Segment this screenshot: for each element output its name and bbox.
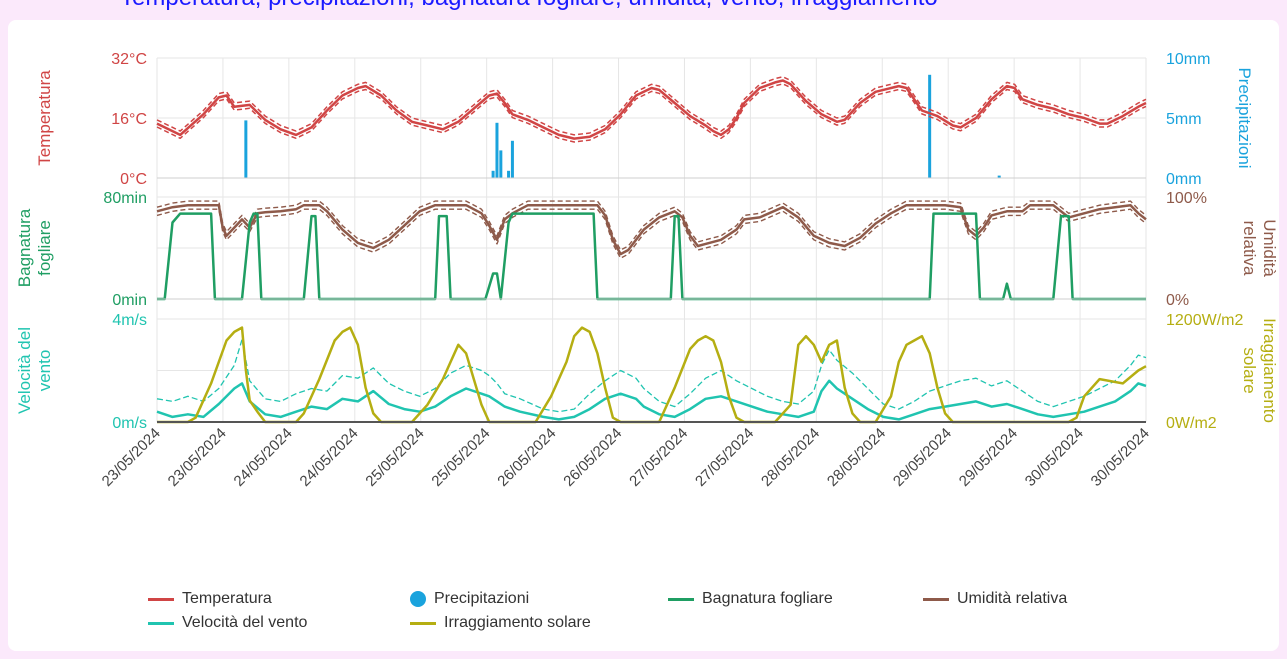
x-axis-tick-label: 26/05/2024: [560, 425, 625, 490]
x-axis-tick-label: 26/05/2024: [494, 425, 559, 490]
axis-title-line: Irraggiamento: [1260, 318, 1279, 423]
legend-label: Bagnatura fogliare: [702, 590, 833, 607]
x-axis-tick-label: 27/05/2024: [692, 425, 757, 490]
x-axis-tick-label: 29/05/2024: [890, 425, 955, 490]
x-axis-tick-label: 23/05/2024: [99, 425, 164, 490]
legend-label: Umidità relativa: [957, 590, 1068, 607]
x-axis-tick-label: 29/05/2024: [956, 425, 1021, 490]
legend-label: Irraggiamento solare: [444, 614, 591, 631]
axis-title-line: vento: [35, 350, 54, 392]
left-axis-tick-label: 0°C: [120, 171, 147, 188]
precipitation-bar: [510, 140, 514, 178]
right-axis-tick-label: 10mm: [1166, 51, 1210, 68]
x-axis-tick-label: 23/05/2024: [165, 425, 230, 490]
left-axis-tick-label: 80min: [103, 190, 147, 207]
wind-axis-title: Velocità del vento: [15, 327, 54, 414]
leaf-wetness-swatch: [668, 597, 694, 601]
precipitation-bar: [244, 120, 248, 178]
axis-title-line: Temperatura: [35, 70, 54, 166]
solar-swatch: [410, 621, 436, 625]
legend-label: Velocità del vento: [182, 614, 308, 631]
legend-item-temperature[interactable]: Temperatura: [148, 590, 272, 608]
precipitation-bar: [499, 150, 503, 178]
wind-swatch: [148, 621, 174, 625]
temperature-max-line: [156, 76, 1147, 136]
left-axis-tick-label: 0min: [112, 292, 147, 309]
humidity-line: [156, 203, 1147, 256]
legend-item-solar[interactable]: Irraggiamento solare: [410, 614, 591, 632]
x-axis-tick-label: 28/05/2024: [758, 425, 823, 490]
humidity-max-line: [156, 200, 1147, 251]
wind-speed-line: [156, 379, 1147, 421]
solar-radiation-line: [157, 326, 1147, 424]
x-axis-tick-label: 25/05/2024: [428, 425, 493, 490]
humidity-min-line: [156, 208, 1147, 259]
right-axis-tick-label: 1200W/m2: [1166, 312, 1243, 329]
axis-title-line: Precipitazioni: [1235, 67, 1254, 168]
precipitation-bar: [491, 170, 495, 178]
right-axis-tick-label: 0mm: [1166, 171, 1202, 188]
leaf-wetness-axis-title: Bagnatura fogliare: [15, 208, 54, 287]
leaf-wetness-line: [157, 212, 1146, 301]
x-axis-tick-label: 25/05/2024: [362, 425, 427, 490]
temperature-line: [156, 79, 1147, 140]
right-axis-tick-label: 5mm: [1166, 111, 1202, 128]
left-axis-tick-label: 0m/s: [112, 415, 147, 432]
x-axis-tick-label: 24/05/2024: [231, 425, 296, 490]
x-axis-tick-label: 24/05/2024: [297, 425, 362, 490]
axis-title-line: relativa: [1240, 221, 1259, 276]
precipitation-bar: [997, 175, 1001, 178]
x-axis-tick-label: 28/05/2024: [824, 425, 889, 490]
axis-title-line: fogliare: [35, 220, 54, 276]
axis-title-line: Velocità del: [15, 327, 34, 414]
legend-item-wind[interactable]: Velocità del vento: [148, 614, 307, 632]
x-axis-tick-label: 30/05/2024: [1022, 425, 1087, 490]
page-title: Temperatura, precipitazioni, bagnatura f…: [120, 0, 938, 12]
left-axis-tick-label: 32°C: [111, 51, 147, 68]
precipitation-bar: [495, 122, 499, 178]
right-axis-tick-label: 100%: [1166, 190, 1207, 207]
left-axis-tick-label: 4m/s: [112, 312, 147, 329]
right-axis-tick-label: 0W/m2: [1166, 415, 1217, 432]
right-axis-tick-label: 0%: [1166, 292, 1189, 309]
left-axis-tick-label: 16°C: [111, 111, 147, 128]
precipitation-swatch: [410, 591, 426, 607]
x-axis-tick-label: 27/05/2024: [626, 425, 691, 490]
wind-gust-line: [156, 338, 1147, 413]
temperature-axis-title: Temperatura: [35, 70, 54, 166]
humidity-swatch: [923, 597, 949, 601]
legend-item-humidity[interactable]: Umidità relativa: [923, 590, 1067, 608]
axis-title-line: Umidità: [1260, 219, 1279, 277]
page-title-strip: Temperatura, precipitazioni, bagnatura f…: [0, 0, 1287, 14]
legend-label: Temperatura: [182, 590, 272, 607]
x-axis-tick-label: 30/05/2024: [1088, 425, 1153, 490]
legend-item-leaf-wetness[interactable]: Bagnatura fogliare: [668, 590, 833, 608]
axis-title-line: Bagnatura: [15, 208, 34, 287]
precipitation-bar: [507, 170, 511, 178]
temperature-swatch: [148, 597, 174, 601]
precipitation-axis-title: Precipitazioni: [1235, 67, 1254, 168]
legend-item-precipitation[interactable]: Precipitazioni: [410, 590, 529, 608]
temperature-min-line: [156, 83, 1147, 143]
axis-title-line: solare: [1240, 347, 1259, 393]
chart-card: 0°C 16°C 32°C 0mm 5mm 10mm 0min 80min 0% 100% 0m/s…: [8, 20, 1279, 651]
weather-chart: 0°C 16°C 32°C 0mm 5mm 10mm 0min 80min 0% 100% 0m/s…: [15, 51, 1279, 490]
legend-label: Precipitazioni: [434, 590, 530, 607]
precipitation-bar: [928, 74, 932, 178]
